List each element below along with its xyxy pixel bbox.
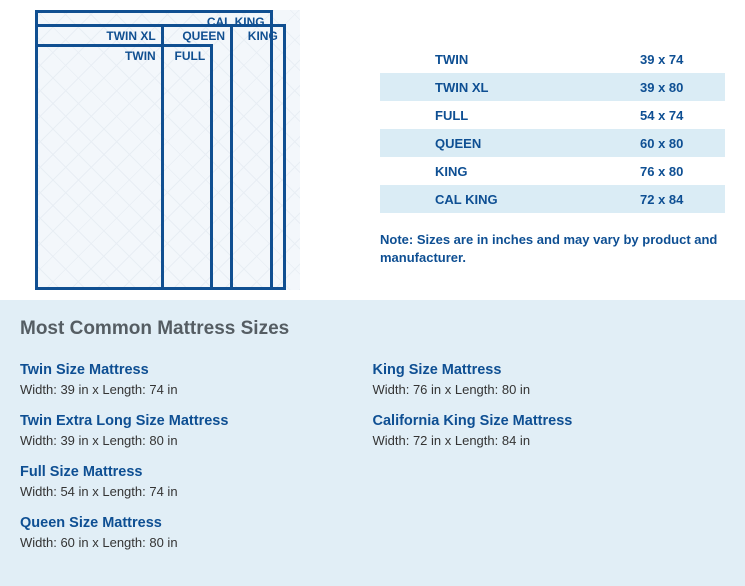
diagram-label: TWIN [125,49,156,63]
size-dim: 72 x 84 [640,192,725,207]
table-row: TWIN XL39 x 80 [380,73,725,101]
entry-dim: Width: 39 in x Length: 74 in [20,382,373,397]
size-entry: King Size Mattress Width: 76 in x Length:… [373,362,726,397]
size-dim: 54 x 74 [640,108,725,123]
table-row: QUEEN60 x 80 [380,129,725,157]
common-sizes-grid: Twin Size Mattress Width: 39 in x Length:… [20,362,725,566]
size-dim: 39 x 80 [640,80,725,95]
size-entry: Full Size Mattress Width: 54 in x Length:… [20,464,373,499]
size-table: TWIN39 x 74TWIN XL39 x 80FULL54 x 74QUEE… [380,45,725,213]
table-row: FULL54 x 74 [380,101,725,129]
section-heading: Most Common Mattress Sizes [20,318,725,340]
size-entry: California King Size Mattress Width: 72 i… [373,413,726,448]
common-col-left: Twin Size Mattress Width: 39 in x Length:… [20,362,373,566]
entry-name: California King Size Mattress [373,413,726,429]
size-name: TWIN [435,52,640,67]
table-row: KING76 x 80 [380,157,725,185]
size-entry: Queen Size Mattress Width: 60 in x Length… [20,515,373,550]
entry-name: Full Size Mattress [20,464,373,480]
size-entry: Twin Extra Long Size Mattress Width: 39 i… [20,413,373,448]
size-table-wrap: TWIN39 x 74TWIN XL39 x 80FULL54 x 74QUEE… [300,10,725,266]
size-name: TWIN XL [435,80,640,95]
size-dim: 76 x 80 [640,164,725,179]
diagram-label: TWIN XL [106,29,155,43]
entry-name: Queen Size Mattress [20,515,373,531]
size-note: Note: Sizes are in inches and may vary b… [380,231,725,266]
size-dim: 39 x 74 [640,52,725,67]
common-sizes-section: Most Common Mattress Sizes Twin Size Mat… [0,300,745,586]
entry-name: King Size Mattress [373,362,726,378]
common-col-right: King Size Mattress Width: 76 in x Length:… [373,362,726,566]
size-name: QUEEN [435,136,640,151]
entry-dim: Width: 60 in x Length: 80 in [20,535,373,550]
diagram-label: QUEEN [182,29,225,43]
table-row: TWIN39 x 74 [380,45,725,73]
entry-dim: Width: 76 in x Length: 80 in [373,382,726,397]
diagram-label: KING [248,29,278,43]
entry-name: Twin Extra Long Size Mattress [20,413,373,429]
size-entry: Twin Size Mattress Width: 39 in x Length:… [20,362,373,397]
diagram-label: FULL [175,49,206,63]
top-section: CAL KINGKINGQUEENTWIN XLFULLTWIN TWIN39 … [0,0,745,300]
entry-dim: Width: 72 in x Length: 84 in [373,433,726,448]
size-dim: 60 x 80 [640,136,725,151]
entry-dim: Width: 39 in x Length: 80 in [20,433,373,448]
diagram-rect-twin: TWIN [35,44,164,290]
mattress-size-diagram: CAL KINGKINGQUEENTWIN XLFULLTWIN [35,10,300,290]
entry-name: Twin Size Mattress [20,362,373,378]
table-row: CAL KING72 x 84 [380,185,725,213]
entry-dim: Width: 54 in x Length: 74 in [20,484,373,499]
size-name: KING [435,164,640,179]
size-name: FULL [435,108,640,123]
size-name: CAL KING [435,192,640,207]
